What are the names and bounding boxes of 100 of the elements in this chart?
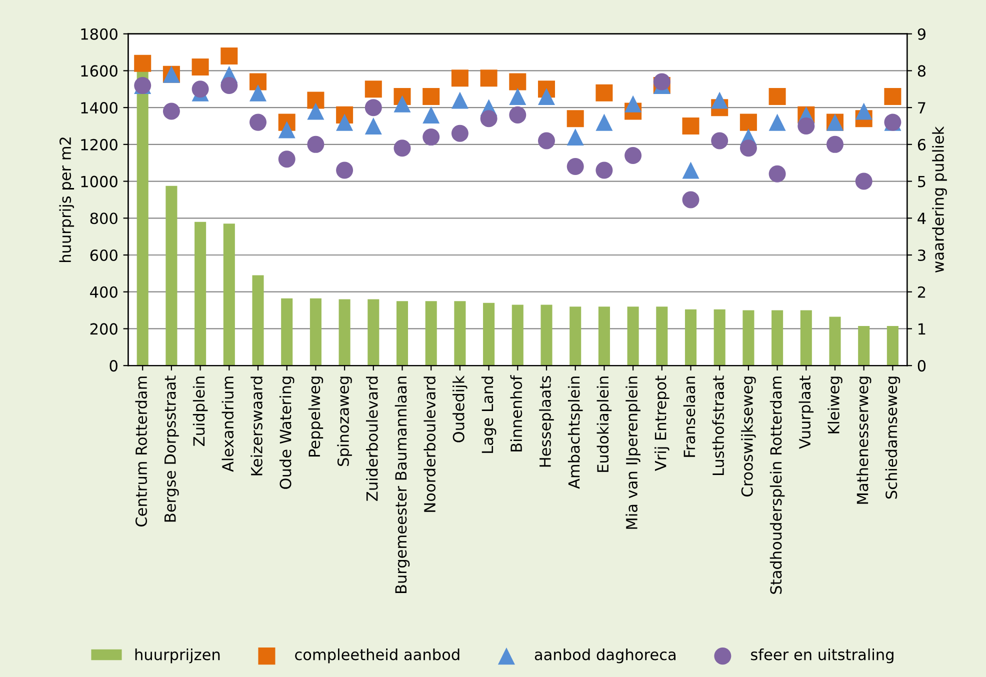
point [682,117,700,134]
point [220,47,238,64]
point [394,140,411,157]
point [711,132,728,150]
point [278,121,296,138]
bar [310,298,322,366]
point [682,162,700,179]
y-tick-label: 600 [90,249,118,262]
bar [858,326,870,366]
point [307,92,324,109]
x-tick-label: Oude Watering [279,376,294,489]
point [740,140,757,157]
x-tick-label: Lage Land [481,376,496,453]
x-tick-label: Eudokiaplein [596,376,612,472]
y-tick-label: 1400 [81,102,118,114]
y2-tick-label: 4 [918,212,926,224]
bar [540,304,552,366]
y-tick-label: 1200 [81,138,118,150]
bar [714,309,726,366]
point [422,88,440,106]
y2-tick-label: 9 [918,28,926,40]
legend-label: sfeer en uitstraling [751,648,894,664]
point [336,162,354,179]
point [509,88,526,106]
point [768,165,786,182]
point [798,117,815,134]
legend-label: aanbod daghoreca [534,648,676,664]
point [768,88,786,106]
x-tick-label: Vrij Entrepot [654,376,670,471]
bar [886,326,898,366]
point [250,84,267,102]
x-tick-label: Zuidplein [192,376,208,446]
bar [223,224,235,366]
bar [166,186,178,366]
bar [483,302,495,366]
y-tick-label: 800 [90,212,118,224]
bar [396,301,408,366]
point [364,117,382,134]
point [220,76,238,94]
y2-tick-label: 5 [918,176,926,188]
point [566,110,584,128]
point [653,73,670,90]
point [538,132,556,150]
x-tick-label: Schiedamseweg [885,376,900,499]
point [509,106,526,124]
y-tick-label: 1800 [81,28,118,40]
x-tick-label: Stadhoudersplein Rotterdam [770,376,785,594]
point [307,136,324,153]
y2-tick-label: 3 [918,249,926,262]
bar [368,299,380,366]
bar [772,310,784,366]
point [596,162,613,179]
x-tick-label: Noorderboulevard [424,376,436,512]
point [250,114,267,131]
bar [656,306,668,366]
x-tick-label: Bergse Dorpsstraat [164,376,179,522]
y-tick-label: 0 [110,360,118,372]
x-tick-label: Mathenesserweg [856,376,872,504]
bar [454,301,466,366]
x-tick-label: Franselaan [683,376,696,457]
bar [570,306,582,366]
x-tick-label: Lusthofstraat [712,376,724,476]
point [740,114,757,131]
x-tick-label: Zuiderboulevard [366,376,378,501]
x-tick-label: Spinozaweg [337,376,352,466]
point [624,95,642,112]
bar [252,275,264,366]
point [624,146,642,164]
point [336,114,354,131]
bar [684,309,697,366]
x-tick-label: Oudedijk [452,375,468,442]
x-tick-label: Centrum Rotterdam [135,376,148,526]
point [855,172,872,190]
bar [742,310,754,366]
point [451,92,468,109]
y2-tick-label: 7 [918,102,926,114]
point [480,70,498,87]
point [566,128,584,146]
y2-tick-label: 6 [918,138,926,150]
bar [627,306,639,366]
y2-axis-title: waardering publiek [932,126,947,273]
bar [194,222,206,366]
bar [800,310,812,366]
y2-tick-label: 0 [918,360,926,372]
point [826,136,844,153]
point [855,102,872,120]
legend-label: compleetheid aanbod [295,648,460,664]
bar [425,301,437,366]
point [596,114,613,131]
y-tick-label: 400 [90,286,118,298]
point [566,158,584,176]
bar [598,306,610,366]
y-tick-label: 1000 [81,176,118,188]
x-tick-label: Hesseplaats [539,376,554,467]
point [451,124,468,142]
x-tick-label: Peppelweg [308,376,324,456]
x-tick-label: Alexandrium [222,376,234,472]
point [134,54,152,72]
point [250,73,267,90]
y-tick-label: 200 [90,323,118,335]
